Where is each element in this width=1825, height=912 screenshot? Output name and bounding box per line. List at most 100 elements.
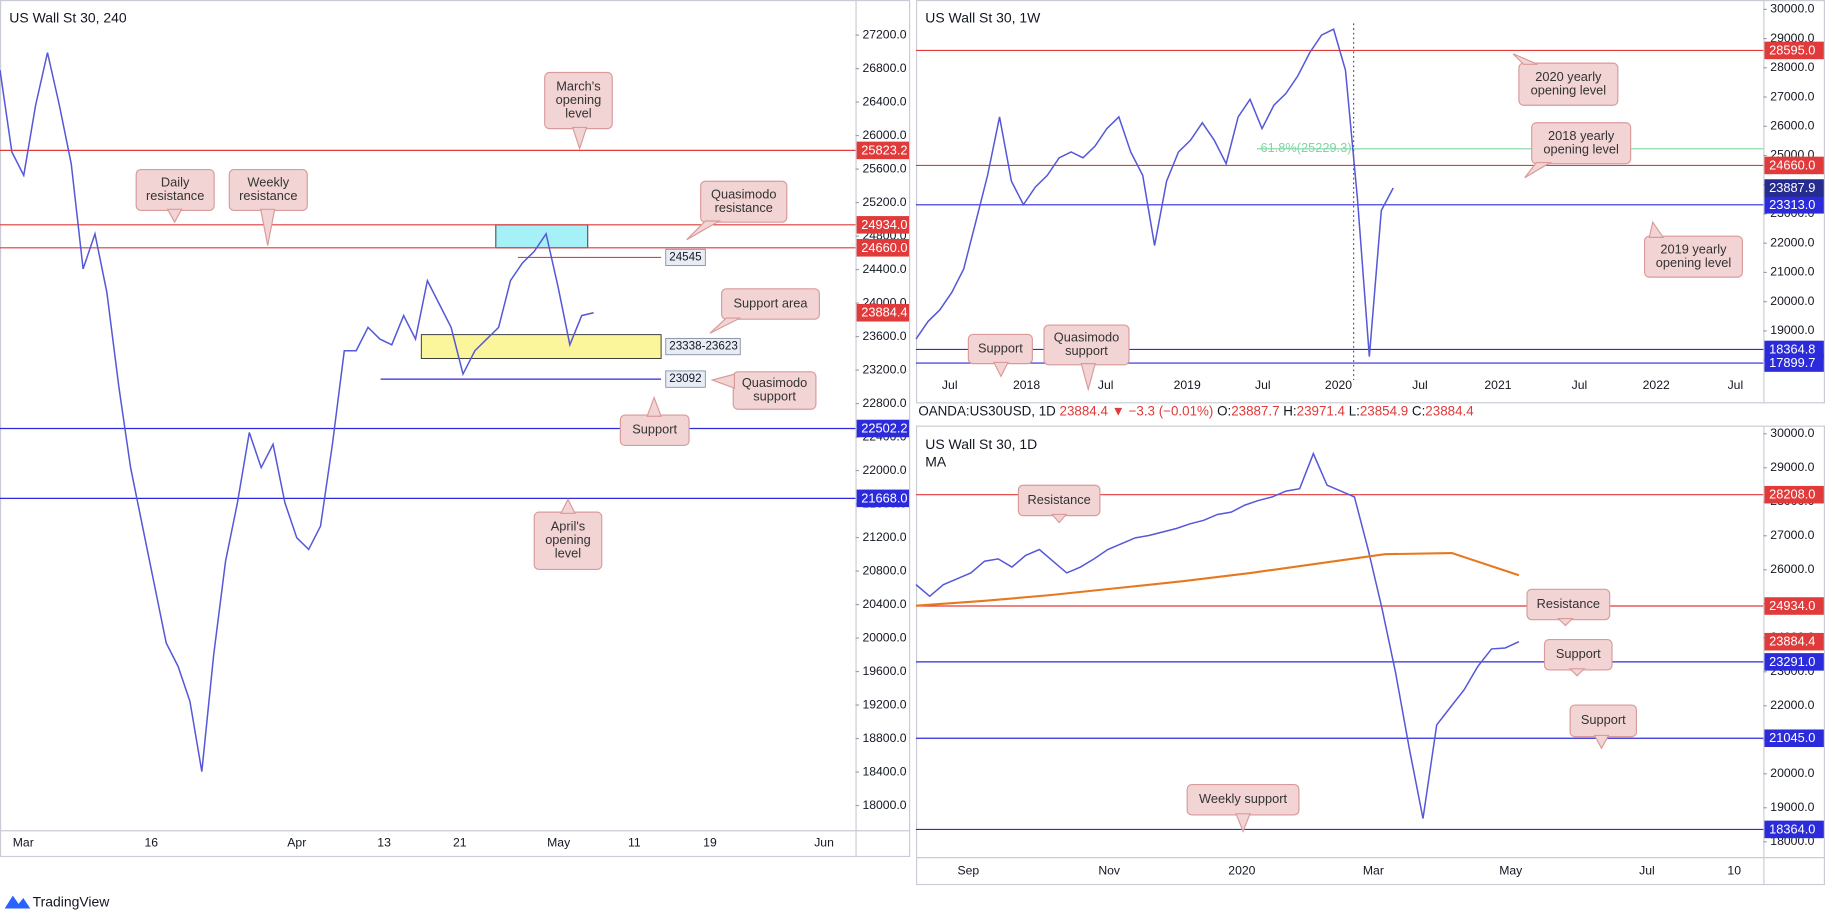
callout-pointer xyxy=(166,208,183,224)
header-part: 23887.7 xyxy=(1231,403,1283,418)
panel-frame xyxy=(915,0,1825,404)
callout-text: 2020 yearly xyxy=(1535,69,1602,84)
level-tag: 24934.0 xyxy=(1769,598,1815,613)
price-line xyxy=(915,451,1520,819)
y-tick-label: 21000.0 xyxy=(1770,265,1814,279)
callout-pointer xyxy=(1593,734,1610,750)
level-tag: 22502.2 xyxy=(861,420,907,435)
zone xyxy=(495,224,589,249)
header-part: −3.3 (−0.01%) xyxy=(1129,403,1217,418)
level-tag: 24660.0 xyxy=(1769,157,1815,172)
callout-pointer xyxy=(1235,813,1251,833)
level-tag-bg xyxy=(856,239,910,257)
callout-text: Quasimodo xyxy=(742,375,807,390)
callout-text: Weekly xyxy=(247,175,289,190)
callout-box xyxy=(732,371,817,410)
x-tick-label: Mar xyxy=(1363,863,1384,877)
callout-pointer xyxy=(709,317,741,334)
callout-box xyxy=(1531,122,1632,165)
level-tag: 21668.0 xyxy=(861,490,907,505)
x-tick-label: 19 xyxy=(703,835,717,849)
level-tag-bg xyxy=(1764,156,1824,175)
panel-title: US Wall St 30, 240 xyxy=(9,9,127,25)
zone-label: 23338-23623 xyxy=(669,340,738,353)
price-line xyxy=(915,28,1394,357)
callout-text: level xyxy=(565,105,591,120)
x-tick-label: Jul xyxy=(1098,378,1114,392)
callout-pointer xyxy=(1648,220,1665,238)
x-tick-label: 2020 xyxy=(1325,378,1352,392)
last-price-tag: 23887.9 xyxy=(1769,180,1815,195)
y-tick-label: 20800.0 xyxy=(862,563,906,577)
y-tick-label: 20000.0 xyxy=(862,630,906,644)
last-price-tag-bg xyxy=(856,303,910,322)
y-tick-label: 26000.0 xyxy=(862,128,906,142)
y-tick-label: 25600.0 xyxy=(862,161,906,175)
callout-pointer xyxy=(1524,161,1553,179)
x-tick-label: 13 xyxy=(377,835,391,849)
callout-text: Weekly support xyxy=(1199,791,1287,806)
level-tag: 24660.0 xyxy=(861,240,907,255)
y-tick-label: 19600.0 xyxy=(862,664,906,678)
y-tick-label: 27000.0 xyxy=(1770,89,1814,103)
y-tick-label: 26800.0 xyxy=(862,61,906,75)
callout-box xyxy=(1518,62,1619,106)
y-tick-label: 28000.0 xyxy=(1770,60,1814,74)
y-tick-label: 21200.0 xyxy=(862,530,906,544)
x-tick-label: Mar xyxy=(13,835,34,849)
price-line xyxy=(0,52,594,772)
header-part: 23884.4 ▼ xyxy=(1060,403,1129,418)
y-tick-label: 18800.0 xyxy=(862,731,906,745)
callout-text: opening level xyxy=(1531,82,1606,97)
y-tick-label: 18400.0 xyxy=(862,764,906,778)
callout-text: opening xyxy=(556,92,602,107)
x-tick-label: 2019 xyxy=(1174,378,1201,392)
callout-pointer xyxy=(1512,53,1538,65)
marked-level-box xyxy=(665,248,706,267)
x-tick-label: May xyxy=(547,835,571,849)
y-tick-label: 26400.0 xyxy=(862,94,906,108)
x-tick-label: Nov xyxy=(1098,863,1121,877)
y-tick-label: 25200.0 xyxy=(862,195,906,209)
callout-text: resistance xyxy=(715,200,773,215)
callout-text: Support xyxy=(978,340,1023,355)
zone-label-box xyxy=(665,337,741,356)
level-tag: 23291.0 xyxy=(1769,654,1815,669)
level-tag-bg xyxy=(1764,729,1824,748)
y-tick-label: 29000.0 xyxy=(1770,460,1814,474)
callout-pointer xyxy=(646,395,662,417)
x-tick-label: 21 xyxy=(453,835,467,849)
y-tick-label: 23600.0 xyxy=(862,329,906,343)
x-tick-label: 11 xyxy=(628,835,641,849)
x-tick-label: 2021 xyxy=(1484,378,1511,392)
y-tick-label: 18000.0 xyxy=(862,798,906,812)
callout-text: Resistance xyxy=(1027,492,1090,507)
callout-pointer xyxy=(260,208,276,246)
header-part: OANDA:US30USD, 1D xyxy=(918,403,1059,418)
panel-title: US Wall St 30, 1W xyxy=(925,9,1041,25)
callout-pointer xyxy=(993,361,1009,378)
y-tick-label: 29000.0 xyxy=(1770,31,1814,45)
header-part: L: xyxy=(1349,403,1360,418)
header-part: 23971.4 xyxy=(1297,403,1349,418)
level-tag-bg xyxy=(856,489,910,508)
y-tick-label: 27000.0 xyxy=(1770,528,1814,542)
y-tick-label: 23200.0 xyxy=(862,362,906,376)
header-part: 23854.9 xyxy=(1360,403,1412,418)
x-tick-label: Jul xyxy=(1728,378,1744,392)
level-tag: 18364.8 xyxy=(1769,341,1815,356)
level-tag-bg xyxy=(1764,820,1824,839)
last-price-tag: 23884.4 xyxy=(1769,634,1815,649)
level-tag: 24934.0 xyxy=(861,217,907,232)
last-price-tag-bg xyxy=(1764,179,1824,197)
level-tag: 21045.0 xyxy=(1769,730,1815,745)
x-tick-label: 2022 xyxy=(1643,378,1670,392)
last-price-tag-bg xyxy=(1764,632,1824,651)
y-tick-label: 30000.0 xyxy=(1770,426,1814,440)
level-tag-bg xyxy=(1764,41,1824,60)
callout-text: April's xyxy=(551,519,585,534)
symbol-header: OANDA:US30USD, 1D 23884.4 ▼ −3.3 (−0.01%… xyxy=(918,403,1474,418)
